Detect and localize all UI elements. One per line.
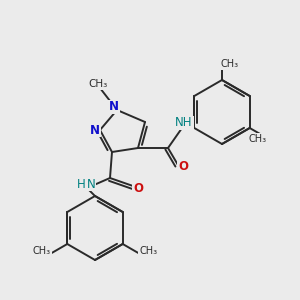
Text: CH₃: CH₃ xyxy=(221,59,239,69)
Text: CH₃: CH₃ xyxy=(33,246,51,256)
Text: N: N xyxy=(87,178,95,190)
Text: CH₃: CH₃ xyxy=(88,79,108,89)
Text: O: O xyxy=(178,160,188,173)
Text: NH: NH xyxy=(175,116,193,130)
Text: CH₃: CH₃ xyxy=(248,134,266,144)
Text: N: N xyxy=(109,100,119,113)
Text: N: N xyxy=(90,124,100,136)
Text: H: H xyxy=(76,178,85,190)
Text: O: O xyxy=(133,182,143,194)
Text: CH₃: CH₃ xyxy=(139,246,158,256)
